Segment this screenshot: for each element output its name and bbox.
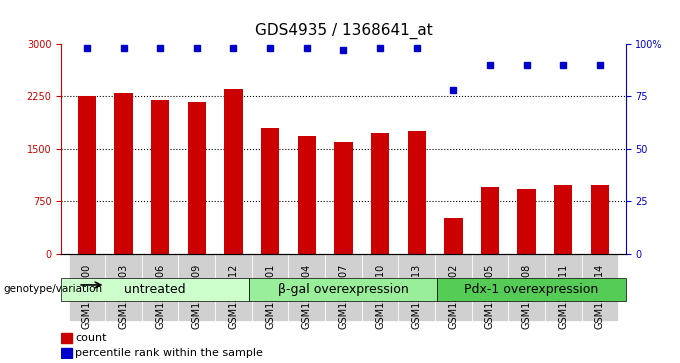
- Bar: [151, 100, 169, 254]
- Bar: [261, 128, 279, 254]
- Bar: [481, 187, 499, 254]
- Bar: [591, 185, 609, 254]
- Bar: [114, 93, 133, 254]
- FancyBboxPatch shape: [545, 254, 581, 322]
- Bar: [335, 142, 352, 254]
- FancyBboxPatch shape: [398, 254, 435, 322]
- FancyBboxPatch shape: [288, 254, 325, 322]
- FancyBboxPatch shape: [215, 254, 252, 322]
- Bar: [61, 333, 73, 343]
- Bar: [188, 102, 206, 254]
- FancyBboxPatch shape: [142, 254, 178, 322]
- FancyBboxPatch shape: [252, 254, 288, 322]
- FancyBboxPatch shape: [61, 278, 250, 301]
- FancyBboxPatch shape: [325, 254, 362, 322]
- Bar: [224, 89, 243, 254]
- Title: GDS4935 / 1368641_at: GDS4935 / 1368641_at: [254, 23, 432, 40]
- FancyBboxPatch shape: [178, 254, 215, 322]
- Text: untreated: untreated: [124, 283, 186, 296]
- Bar: [78, 96, 96, 254]
- FancyBboxPatch shape: [472, 254, 509, 322]
- Bar: [61, 348, 73, 358]
- Text: count: count: [75, 334, 107, 343]
- Bar: [298, 136, 316, 254]
- FancyBboxPatch shape: [69, 254, 105, 322]
- Bar: [554, 185, 573, 254]
- FancyBboxPatch shape: [509, 254, 545, 322]
- Bar: [407, 131, 426, 254]
- FancyBboxPatch shape: [435, 254, 472, 322]
- Bar: [517, 189, 536, 254]
- Text: β-gal overexpression: β-gal overexpression: [278, 283, 409, 296]
- Bar: [444, 217, 462, 254]
- Text: Pdx-1 overexpression: Pdx-1 overexpression: [464, 283, 598, 296]
- FancyBboxPatch shape: [250, 278, 437, 301]
- Text: genotype/variation: genotype/variation: [3, 284, 103, 294]
- Text: percentile rank within the sample: percentile rank within the sample: [75, 348, 263, 358]
- FancyBboxPatch shape: [437, 278, 626, 301]
- Bar: [371, 133, 389, 254]
- FancyBboxPatch shape: [362, 254, 398, 322]
- FancyBboxPatch shape: [581, 254, 618, 322]
- FancyBboxPatch shape: [105, 254, 142, 322]
